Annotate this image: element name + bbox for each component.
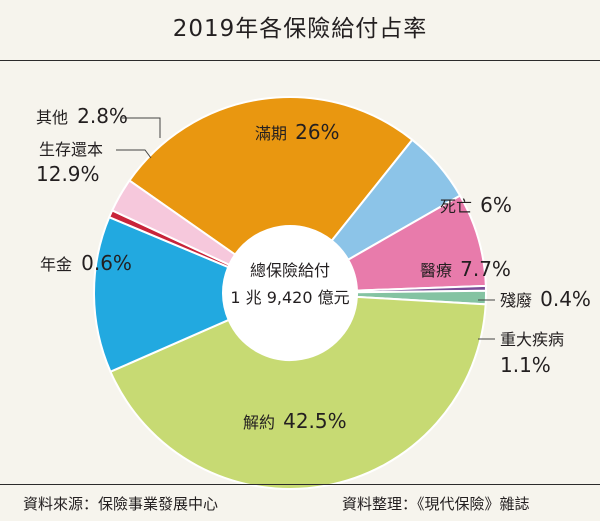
label-surrender-name: 解約 — [243, 413, 275, 432]
top-divider — [0, 60, 600, 61]
label-death-value: 6% — [480, 193, 512, 217]
label-expiry-name: 滿期 — [255, 124, 287, 143]
label-disability-value: 0.4% — [540, 287, 591, 311]
label-annuity-value: 0.6% — [81, 251, 132, 275]
label-medical: 醫療 7.7% — [420, 257, 511, 281]
label-annuity-name: 年金 — [40, 255, 72, 274]
center-hole — [223, 226, 357, 360]
footer-compiled: 資料整理：《現代保險》雜誌 — [342, 495, 530, 513]
label-death: 死亡 6% — [440, 193, 512, 217]
label-expiry-value: 26% — [295, 120, 339, 144]
label-disability-name: 殘廢 — [500, 291, 532, 310]
leader-line-other — [122, 117, 161, 138]
center-label-total: 1 兆 9,420 億元 — [230, 288, 349, 307]
label-surrender: 解約 42.5% — [243, 409, 347, 433]
label-medical-value: 7.7% — [460, 257, 511, 281]
label-surrender-value: 42.5% — [283, 409, 347, 433]
footer-source: 資料來源：保險事業發展中心 — [23, 495, 219, 513]
label-survival-value: 12.9% — [36, 162, 100, 186]
label-medical-name: 醫療 — [420, 261, 452, 280]
center-label-title: 總保險給付 — [250, 261, 330, 280]
label-annuity: 年金 0.6% — [40, 251, 132, 275]
label-expiry: 滿期 26% — [255, 120, 340, 144]
label-other-value: 2.8% — [77, 104, 128, 128]
label-other: 其他 2.8% — [36, 104, 128, 128]
slice-5 — [109, 295, 487, 490]
chart-title: 2019年各保險給付占率 — [172, 16, 428, 42]
label-critical-value: 1.1% — [500, 353, 551, 377]
label-other-name: 其他 — [36, 108, 68, 127]
leader-line-survival — [116, 149, 152, 159]
bottom-divider — [0, 484, 600, 485]
label-death-name: 死亡 — [440, 197, 472, 216]
label-survival-name: 生存還本 — [39, 140, 103, 159]
label-critical-name: 重大疾病 — [500, 330, 564, 349]
label-disability: 殘廢 0.4% — [500, 287, 591, 311]
